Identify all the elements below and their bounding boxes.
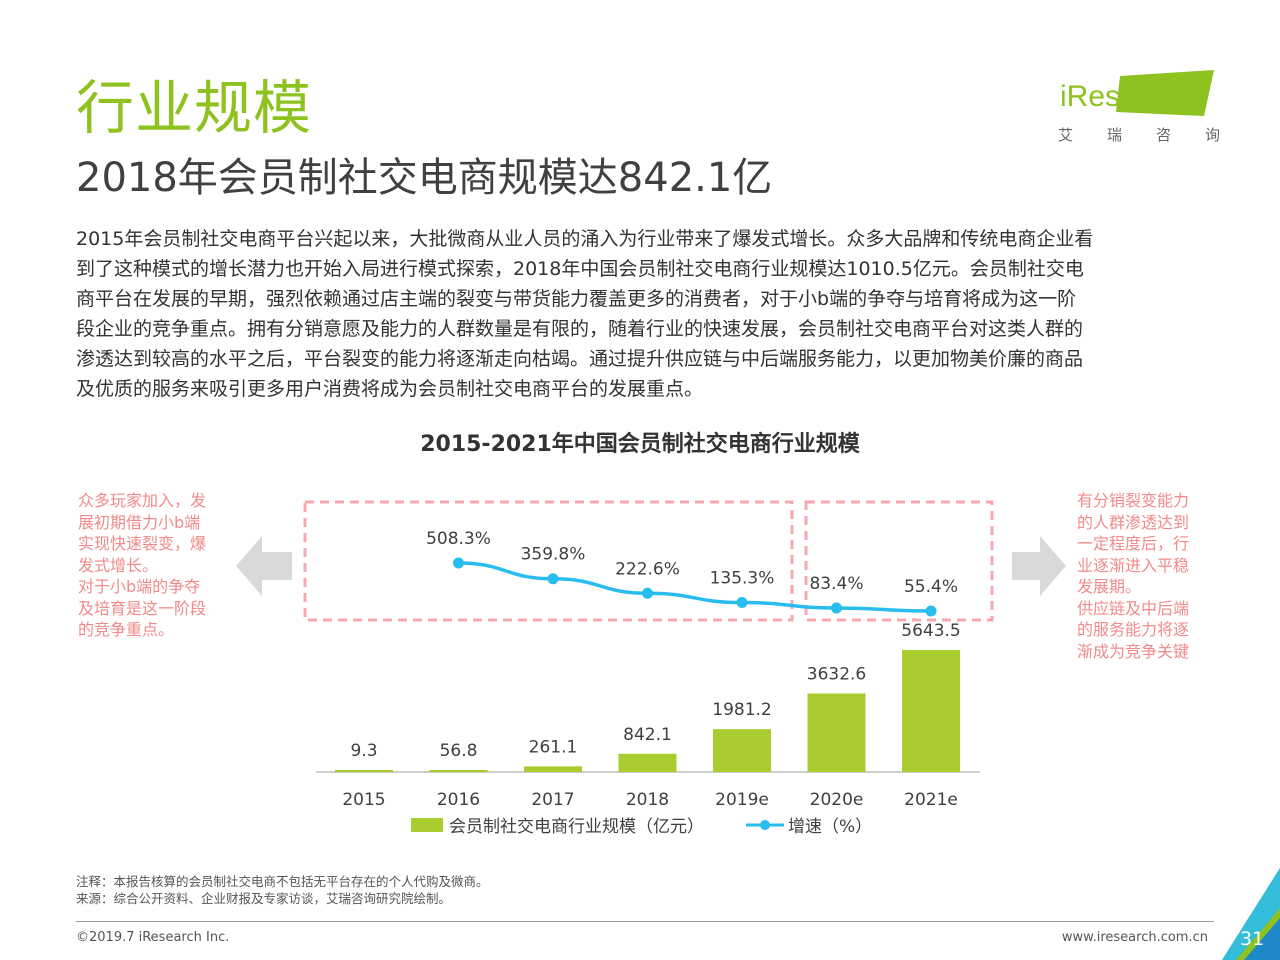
body-line: 商平台在发展的早期，强烈依赖通过店主端的裂变与带货能力覆盖更多的消费者，对于小b… — [76, 288, 1077, 310]
bar-2020e — [807, 693, 866, 772]
x-tick-label: 2021e — [904, 790, 958, 810]
growth-value-label: 55.4% — [904, 577, 958, 597]
highlight-box-late — [804, 500, 994, 622]
side-note-line: 发式增长。 — [78, 555, 159, 575]
growth-value-label: 359.8% — [521, 545, 586, 565]
logo-green-shape — [1116, 70, 1214, 116]
logo-subtitle-char: 艾 — [1058, 126, 1074, 144]
growth-point-2019e — [736, 597, 748, 609]
copyright-text: ©2019.7 iResearch Inc. — [76, 930, 230, 945]
footnote-source: 来源：综合公开资料、企业财报及专家访谈，艾瑞咨询研究院绘制。 — [76, 891, 452, 906]
x-tick-label: 2020e — [810, 790, 864, 810]
body-line: 渗透达到较高的水平之后，平台裂变的能力将逐渐走向枯竭。通过提升供应链与中后端服务… — [76, 348, 1084, 370]
bar-value-label: 842.1 — [623, 725, 672, 745]
growth-value-label: 508.3% — [426, 529, 491, 549]
side-note-line: 的竞争重点。 — [78, 620, 175, 639]
logo-subtitle-char: 瑞 — [1106, 126, 1122, 144]
logo-wordmark: iResearch — [1060, 80, 1195, 113]
legend-line-marker — [760, 820, 770, 830]
logo-subtitle-char: 咨 — [1155, 126, 1171, 144]
logo-subtitle: 艾 瑞 咨 询 — [1058, 124, 1220, 145]
bar-value-label: 3632.6 — [807, 664, 866, 684]
side-note-line: 的服务能力将逐 — [1077, 620, 1190, 639]
growth-point-2016 — [453, 557, 464, 569]
growth-line — [458, 561, 932, 613]
website-url: www.iresearch.com.cn — [1061, 930, 1208, 945]
bar-value-label: 9.3 — [350, 741, 377, 761]
body-line: 到了这种模式的增长潜力也开始入局进行模式探索，2018年中国会员制社交电商行业规… — [76, 258, 1084, 280]
growth-point-2018 — [642, 587, 653, 599]
footnote: 注释：本报告核算的会员制社交电商不包括无平台存在的个人代购及微商。 来源：综合公… — [76, 873, 489, 907]
legend-bar-swatch — [411, 818, 443, 832]
bar-value-label: 5643.5 — [901, 621, 960, 641]
growth-value-label: 135.3% — [710, 569, 775, 589]
side-note-line: 实现快速裂变，爆 — [78, 534, 207, 553]
side-note-line: 的人群渗透达到 — [1077, 512, 1190, 532]
x-tick-label: 2019e — [715, 790, 769, 810]
legend-line-label: 增速（%） — [788, 817, 872, 837]
growth-point-2017 — [547, 573, 559, 585]
iresearch-logo: iResearch — [1056, 70, 1214, 116]
body-paragraph: 2015年会员制社交电商平台兴起以来，大批微商从业人员的涌入为行业带来了爆发式增… — [76, 224, 1216, 404]
bar-value-label: 56.8 — [440, 741, 478, 761]
corner-blue-triangle — [1222, 868, 1280, 960]
growth-point-2021e — [925, 605, 937, 617]
right-arrow-icon — [1012, 536, 1066, 596]
highlight-box-early — [303, 500, 794, 622]
side-note-line: 供应链及中后端 — [1077, 598, 1190, 618]
side-note-line: 及培育是这一阶段 — [78, 598, 207, 618]
bar-2018 — [618, 753, 677, 772]
side-note-line: 一定程度后，行 — [1077, 534, 1190, 553]
side-note-line: 业逐渐进入平稳 — [1077, 555, 1190, 575]
page-number: 31 — [1240, 928, 1265, 950]
x-tick-label: 2017 — [531, 790, 574, 810]
side-note-line: 渐成为竞争关键 — [1077, 641, 1190, 661]
side-note-line: 展初期借力小b端 — [78, 512, 201, 532]
footer-divider — [76, 921, 1214, 922]
bar-2015 — [335, 770, 393, 772]
bar-2021e — [902, 650, 960, 772]
side-note-line: 对于小b端的争夺 — [78, 577, 201, 596]
growth-value-label: 83.4% — [809, 574, 863, 594]
side-note-line: 众多玩家加入，发 — [78, 491, 207, 510]
page-corner-decoration — [1222, 868, 1280, 960]
left-side-note: 众多玩家加入，发 展初期借力小b端 实现快速裂变，爆 发式增长。 对于小b端的争… — [78, 490, 228, 641]
bar-2016 — [429, 770, 488, 772]
x-tick-label: 2015 — [342, 790, 385, 810]
section-title: 行业规模 — [76, 74, 313, 142]
left-arrow-icon — [236, 536, 292, 596]
bar-2017 — [524, 766, 582, 772]
x-tick-label: 2018 — [626, 790, 669, 810]
bar-value-label: 261.1 — [529, 737, 578, 757]
body-line: 段企业的竞争重点。拥有分销意愿及能力的人群数量是有限的，随着行业的快速发展，会员… — [76, 318, 1084, 340]
side-note-line: 发展期。 — [1077, 577, 1142, 596]
bar-value-label: 1981.2 — [712, 700, 771, 720]
chart-title: 2015-2021年中国会员制社交电商行业规模 — [420, 432, 860, 457]
body-line: 及优质的服务来吸引更多用户消费将成为会员制社交电商平台的发展重点。 — [76, 378, 704, 400]
right-side-note: 有分销裂变能力 的人群渗透达到 一定程度后，行 业逐渐进入平稳 发展期。 供应链… — [1077, 490, 1209, 662]
growth-point-2020e — [831, 602, 842, 614]
corner-dark-triangle — [1244, 918, 1280, 960]
body-line: 2015年会员制社交电商平台兴起以来，大批微商从业人员的涌入为行业带来了爆发式增… — [76, 228, 1094, 250]
growth-value-label: 222.6% — [615, 559, 680, 579]
side-note-line: 有分销裂变能力 — [1077, 491, 1190, 510]
legend-bar-label: 会员制社交电商行业规模（亿元） — [449, 817, 704, 837]
logo-subtitle-char: 询 — [1204, 126, 1220, 144]
footnote-note: 注释：本报告核算的会员制社交电商不包括无平台存在的个人代购及微商。 — [76, 874, 489, 889]
page-headline: 2018年会员制社交电商规模达842.1亿 — [76, 155, 773, 201]
x-tick-label: 2016 — [437, 790, 480, 810]
bar-2019e — [713, 729, 771, 772]
